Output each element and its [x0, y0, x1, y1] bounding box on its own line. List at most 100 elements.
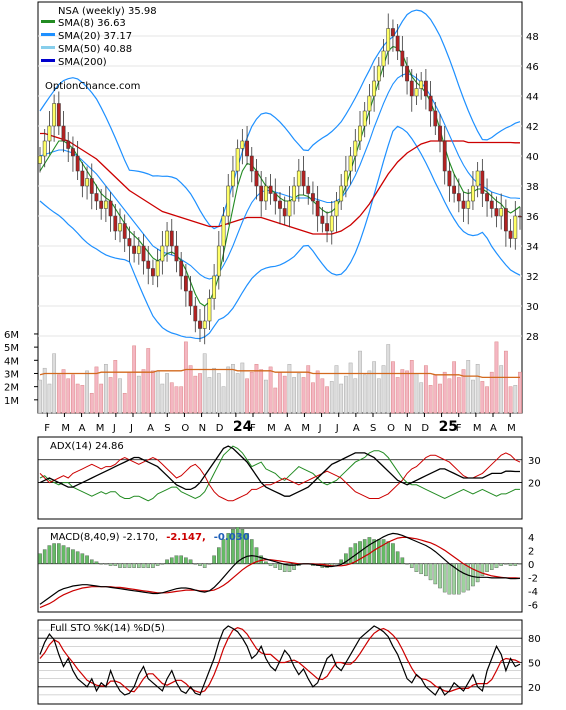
macd-hist-bar [386, 541, 391, 564]
candle-body [405, 65, 409, 82]
macd-hist-bar [89, 559, 94, 564]
price-tick-label: 34 [526, 242, 539, 253]
macd-hist-bar [38, 553, 42, 564]
candle-body [423, 80, 428, 97]
volume-ma-line [39, 368, 520, 379]
adx-tick-label: 30 [528, 456, 541, 467]
candle-body [287, 200, 292, 217]
volume-bar [348, 362, 353, 414]
macd-hist-bar [405, 563, 409, 565]
volume-bar [122, 392, 127, 414]
price-y-ticks: 28 30 32 34 36 38 40 42 44 46 48 [526, 32, 539, 343]
volume-bar [301, 377, 306, 414]
candle-body [466, 200, 471, 209]
candle-body [198, 320, 202, 329]
candle-body [71, 148, 75, 157]
macd-hist-bar [122, 563, 127, 568]
price-tick-label: 46 [526, 62, 539, 73]
macd-tick-label: 2 [528, 546, 534, 557]
volume-bar [212, 367, 217, 414]
macd-hist-bar [137, 563, 141, 568]
volume-bar [75, 383, 80, 414]
candle-body [160, 245, 165, 262]
macd-hist-bar [438, 563, 442, 589]
volume-bar [475, 364, 480, 414]
candle-body [89, 178, 94, 194]
macd-hist-bar [179, 555, 183, 564]
macd-hist-bar [395, 551, 400, 564]
macd-hist-bar [235, 527, 240, 564]
volume-bar [320, 378, 325, 414]
macd-hist-bar [452, 563, 456, 595]
volume-bar [254, 364, 259, 414]
adx-line [39, 445, 520, 497]
macd-tick-label: -4 [528, 587, 538, 598]
legend-swatch [41, 33, 55, 36]
macd-hist-bar [212, 555, 216, 564]
macd-hist-bar [217, 547, 221, 564]
candle-body [52, 103, 57, 127]
volume-bar [311, 382, 315, 414]
macd-label: MACD(8,40,9) -2.170, -2.147, -0.030 [50, 532, 250, 543]
candlesticks [38, 13, 522, 345]
x-tick-label: J [318, 423, 322, 434]
price-tick-label: 36 [526, 212, 539, 223]
x-tick-label: S [370, 423, 376, 434]
volume-bar [423, 365, 428, 414]
price-tick-label: 38 [526, 182, 539, 193]
volume-bar [94, 366, 99, 414]
candle-body [80, 170, 85, 187]
macd-tick-label: -2 [528, 573, 538, 584]
candle-body [381, 50, 386, 67]
volume-bar [405, 370, 409, 414]
volume-bar [141, 369, 146, 414]
candle-body [433, 110, 438, 127]
adx-label: ADX(14) 24.86 [50, 441, 124, 452]
candle-body [263, 185, 268, 202]
candle-body [240, 140, 245, 149]
macd-hist-bar [249, 539, 254, 564]
candle-body [513, 215, 518, 239]
adx-tick-label: 20 [528, 479, 541, 490]
candle-body [442, 140, 447, 172]
volume-bar [296, 373, 301, 414]
volume-bar [428, 385, 433, 414]
macd-hist-bar [52, 543, 56, 564]
volume-bar [146, 348, 151, 414]
macd-hist-bar [381, 539, 386, 564]
sto-label: Full STO %K(14) %D(5) [50, 623, 165, 634]
x-tick-label: 25 [439, 419, 458, 435]
macd-hist-bar [245, 533, 249, 564]
candle-body [183, 275, 188, 292]
macd-y-ticks: -6 -4 -2 0 2 4 [528, 533, 538, 612]
macd-hist-bar [428, 563, 433, 581]
volume-bar [179, 386, 184, 414]
candle-body [179, 260, 184, 277]
volume-bar [89, 392, 94, 414]
x-tick-label: N [404, 423, 411, 434]
macd-hist-bar [141, 563, 146, 568]
macd-hist-bar [489, 563, 494, 570]
candle-body [503, 208, 508, 232]
volume-bar [169, 382, 174, 414]
macd-hist-bar [433, 563, 438, 585]
macd-hist-bar [85, 555, 89, 564]
macd-hist-bar [188, 559, 193, 564]
x-tick-label: A [147, 423, 154, 434]
volume-bar [386, 344, 391, 414]
macd-hist-bar [226, 533, 231, 564]
macd-hist-bar [348, 547, 353, 564]
candle-body [56, 103, 61, 127]
candle-body [122, 223, 127, 239]
macd-hist-bar [391, 543, 395, 564]
macd-hist-bar [75, 551, 80, 564]
macd-hist-bar [160, 563, 165, 565]
macd-hist-bar [198, 563, 202, 566]
candle-body [325, 223, 329, 232]
volume-bar [151, 370, 155, 414]
x-axis: F M A M J J A S O N D 24F M A M J J A S O N D 25F M A M [44, 413, 516, 435]
candle-body [146, 260, 151, 269]
volume-bar [188, 365, 193, 414]
macd-hist-bar [485, 563, 489, 573]
volume-bar [471, 379, 475, 414]
